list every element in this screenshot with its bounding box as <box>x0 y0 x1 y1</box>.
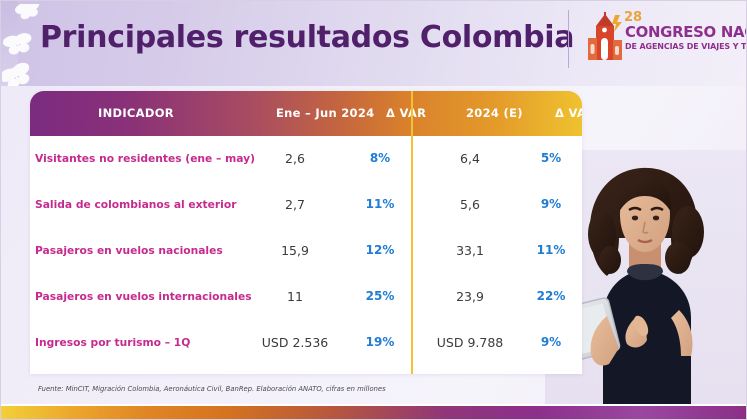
logo-divider <box>568 10 569 68</box>
logo-title-line2: DE AGENCIAS DE VIAJES Y TURISMO <box>625 41 747 51</box>
logo-edition-number: 28 <box>624 10 643 25</box>
row-value-period1: 11 <box>287 289 303 304</box>
row-var-period1: 11% <box>365 197 395 211</box>
row-label: Visitantes no residentes (ene – may) <box>35 152 255 165</box>
row-value-period2: 33,1 <box>456 243 484 258</box>
bottom-bar-edge <box>0 404 747 406</box>
row-label: Pasajeros en vuelos nacionales <box>35 244 223 257</box>
row-value-period1: 2,7 <box>285 197 305 212</box>
row-value-period2: 6,4 <box>460 151 480 166</box>
row-var-period1: 19% <box>365 335 395 349</box>
column-header-period1: Ene – Jun 2024 <box>276 106 375 120</box>
column-header-period2: 2024 (E) <box>466 106 523 120</box>
row-value-period2: 23,9 <box>456 289 484 304</box>
row-value-period1: 15,9 <box>281 243 309 258</box>
row-value-period1: USD 2.536 <box>261 335 329 350</box>
congress-logo: 28 CONGRESO NACIONAL DE AGENCIAS DE VIAJ… <box>582 10 747 70</box>
slide-header-band: Principales resultados Colombia 28 CONGR… <box>0 0 747 89</box>
column-header-indicator: INDICADOR <box>98 106 174 120</box>
row-value-period2: USD 9.788 <box>436 335 504 350</box>
row-var-period1: 25% <box>365 289 395 303</box>
table-row: Pasajeros en vuelos nacionales 15,9 12% … <box>30 228 582 274</box>
row-label: Ingresos por turismo – 1Q <box>35 336 191 349</box>
row-var-period2: 5% <box>540 151 562 165</box>
row-var-period2: 9% <box>540 197 562 211</box>
church-tower-icon <box>588 12 622 60</box>
table-row: Visitantes no residentes (ene – may) 2,6… <box>30 136 582 182</box>
logo-title-line1: CONGRESO NACIONAL <box>625 23 747 41</box>
row-var-period1: 8% <box>369 151 391 165</box>
row-label: Salida de colombianos al exterior <box>35 198 237 211</box>
row-value-period2: 5,6 <box>460 197 480 212</box>
page-title: Principales resultados Colombia <box>40 20 575 55</box>
row-value-period1: 2,6 <box>285 151 305 166</box>
table-header-row: INDICADOR Ene – Jun 2024 Δ VAR 2024 (E) … <box>30 91 582 136</box>
row-var-period2: 22% <box>536 289 566 303</box>
results-table: INDICADOR Ene – Jun 2024 Δ VAR 2024 (E) … <box>30 91 582 374</box>
column-header-var2: Δ VAR <box>555 106 582 120</box>
column-header-var1: Δ VAR <box>386 106 427 120</box>
table-row: Salida de colombianos al exterior 2,7 11… <box>30 182 582 228</box>
table-row: Pasajeros en vuelos internacionales 11 2… <box>30 274 582 320</box>
section-divider <box>411 91 413 374</box>
source-footnote: Fuente: MinCIT, Migración Colombia, Aero… <box>38 385 386 393</box>
row-var-period1: 12% <box>365 243 395 257</box>
header-left-strip <box>0 0 18 86</box>
row-var-period2: 9% <box>540 335 562 349</box>
table-row: Ingresos por turismo – 1Q USD 2.536 19% … <box>30 320 582 366</box>
row-label: Pasajeros en vuelos internacionales <box>35 290 252 303</box>
bottom-gradient-bar <box>0 406 747 420</box>
table-body: Visitantes no residentes (ene – may) 2,6… <box>30 136 582 366</box>
row-var-period2: 11% <box>536 243 566 257</box>
